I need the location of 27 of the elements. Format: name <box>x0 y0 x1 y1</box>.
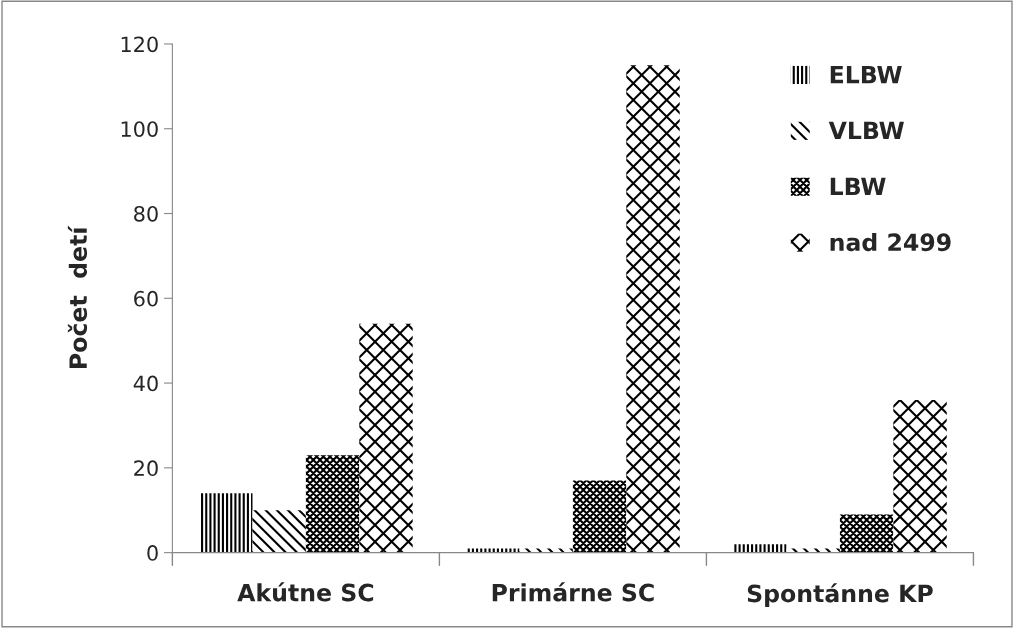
x-tick-label: Primárne SC <box>492 582 654 602</box>
y-tick-label: 120 <box>121 36 158 53</box>
y-tick-label: 60 <box>134 290 158 307</box>
bar <box>893 400 947 553</box>
bar <box>252 510 306 553</box>
legend-label: nad 2499 <box>830 232 951 252</box>
x-tick-label: Spontánne KP <box>747 583 933 607</box>
y-tick-label: 80 <box>134 205 158 222</box>
bar <box>519 548 573 553</box>
bar <box>733 544 787 553</box>
legend-label: LBW <box>830 177 886 195</box>
x-tick-label: Akútne SC <box>237 582 374 602</box>
bar <box>626 65 680 553</box>
bar <box>786 548 840 553</box>
legend-label: VLBW <box>828 121 904 140</box>
bar <box>305 455 360 553</box>
bar <box>359 323 413 553</box>
bar <box>466 548 520 553</box>
y-axis-title: Počet detí <box>67 225 88 368</box>
y-tick-label: 100 <box>121 121 158 137</box>
bar <box>572 480 627 553</box>
y-tick-label: 40 <box>133 375 158 392</box>
legend-label: ELBW <box>830 65 902 84</box>
bar <box>199 493 253 553</box>
y-tick-label: 20 <box>134 460 158 477</box>
bar <box>839 514 894 553</box>
y-tick-label: 0 <box>147 545 158 561</box>
